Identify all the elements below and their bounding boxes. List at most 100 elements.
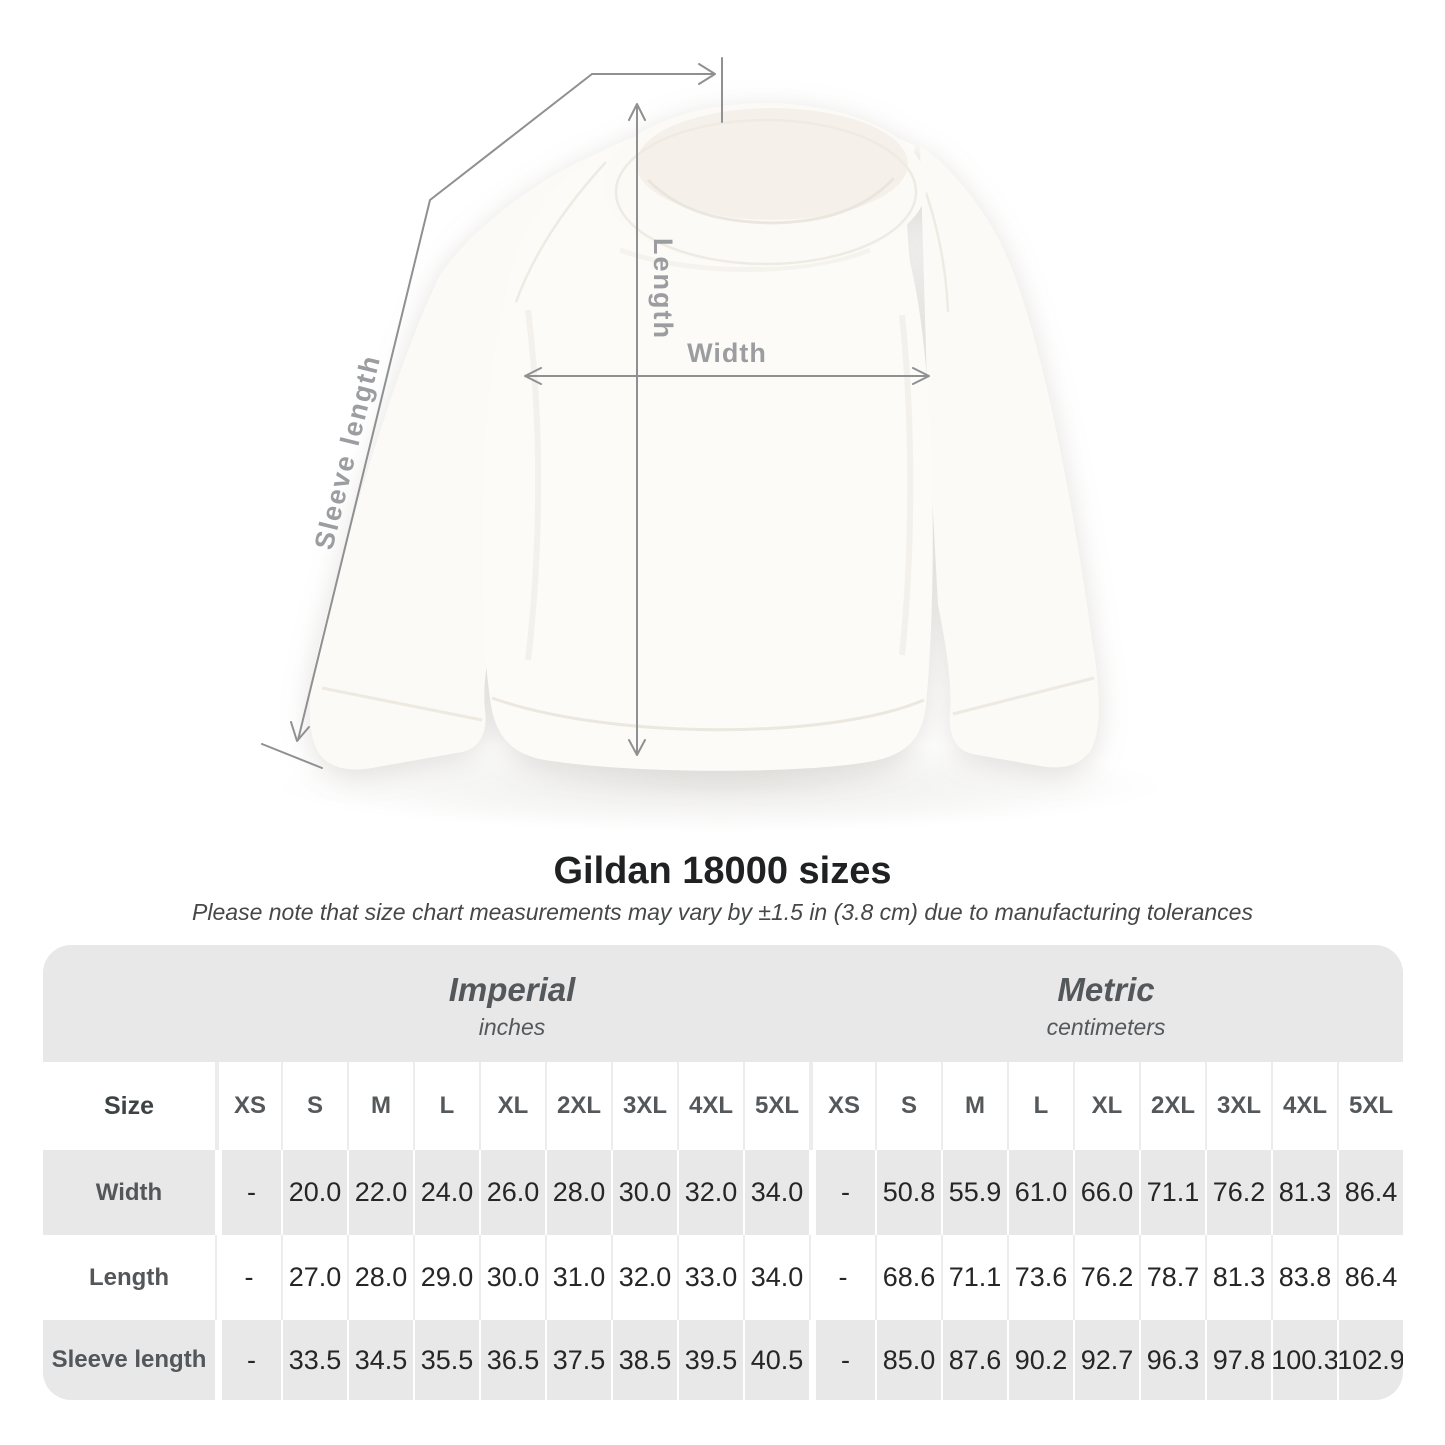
metric-section-title: Metric xyxy=(1057,970,1155,1008)
table-cell: 38.5 xyxy=(611,1320,677,1400)
table-cell: 40.5 xyxy=(743,1320,809,1400)
table-cell: 29.0 xyxy=(413,1235,479,1320)
table-cell: - xyxy=(215,1320,281,1400)
table-cell: 97.8 xyxy=(1205,1320,1271,1400)
sleeve-arrowhead xyxy=(290,721,310,742)
row-label: Sleeve length xyxy=(51,1346,207,1373)
metric-section-unit: centimeters xyxy=(1046,1013,1166,1040)
table-cell: 35.5 xyxy=(413,1320,479,1400)
table-cell: - xyxy=(215,1235,281,1320)
size-col-header: 5XL xyxy=(1337,1062,1403,1150)
table-cell: 26.0 xyxy=(479,1150,545,1235)
table-cell: 33.0 xyxy=(677,1235,743,1320)
width-measure-label: Width xyxy=(687,338,767,368)
length-up-arrowhead xyxy=(628,103,646,121)
size-header-row: Size XS S M L XL 2XL 3XL 4XL 5XL XS S M L XL 2XL 3XL 4XL… xyxy=(43,1062,1403,1150)
table-cell: 24.0 xyxy=(413,1150,479,1235)
table-cell: - xyxy=(809,1320,875,1400)
table-cell: - xyxy=(809,1150,875,1235)
table-cell: 28.0 xyxy=(545,1150,611,1235)
size-col-header: S xyxy=(875,1062,941,1150)
table-cell: 30.0 xyxy=(479,1235,545,1320)
size-col-header: 4XL xyxy=(677,1062,743,1150)
tolerance-note: Please note that size chart measurements… xyxy=(192,899,1253,925)
table-cell: 90.2 xyxy=(1007,1320,1073,1400)
table-cell: 22.0 xyxy=(347,1150,413,1235)
table-cell: 100.3 xyxy=(1271,1320,1339,1400)
cuff-end-tick xyxy=(261,743,323,769)
table-cell: 81.3 xyxy=(1271,1150,1337,1235)
size-col-header: 4XL xyxy=(1271,1062,1337,1150)
measurement-lines xyxy=(261,57,930,769)
size-col-header: 3XL xyxy=(611,1062,677,1150)
size-col-header: 2XL xyxy=(545,1062,611,1150)
table-cell: 102.9 xyxy=(1337,1320,1403,1400)
table-cell: 27.0 xyxy=(281,1235,347,1320)
size-column-header: Size xyxy=(103,1091,155,1120)
table-cell: 71.1 xyxy=(1139,1150,1205,1235)
table-cell: 81.3 xyxy=(1205,1235,1271,1320)
size-col-header: S xyxy=(281,1062,347,1150)
table-cell: 66.0 xyxy=(1073,1150,1139,1235)
right-arrowhead xyxy=(698,63,716,85)
table-cell: 31.0 xyxy=(545,1235,611,1320)
table-cell: 61.0 xyxy=(1007,1150,1073,1235)
table-header-band: Imperial inches Metric centimeters xyxy=(43,945,1403,1062)
size-col-header: L xyxy=(413,1062,479,1150)
product-photo: Length Width Sleeve length xyxy=(261,57,1165,832)
size-col-header: M xyxy=(941,1062,1007,1150)
imperial-section-header: Imperial inches xyxy=(215,945,809,1062)
size-col-header: M xyxy=(347,1062,413,1150)
table-cell: 92.7 xyxy=(1073,1320,1139,1400)
sweatshirt-graphic xyxy=(309,103,1099,771)
table-cell: - xyxy=(809,1235,875,1320)
table-cell: 33.5 xyxy=(281,1320,347,1400)
length-measure-label: Length xyxy=(648,238,678,340)
table-cell: 78.7 xyxy=(1139,1235,1205,1320)
sleeve-length-line xyxy=(297,73,593,741)
table-cell: 32.0 xyxy=(611,1235,677,1320)
table-cell: 55.9 xyxy=(941,1150,1007,1235)
table-cell: 87.6 xyxy=(941,1320,1007,1400)
size-col-header: XS xyxy=(809,1062,875,1150)
table-cell: 85.0 xyxy=(875,1320,941,1400)
metric-section-header: Metric centimeters xyxy=(809,945,1403,1062)
table-cell: 71.1 xyxy=(941,1235,1007,1320)
size-col-header: XS xyxy=(215,1062,281,1150)
size-chart-table: Imperial inches Metric centimeters Size … xyxy=(43,945,1403,1400)
width-right-arrowhead xyxy=(912,367,930,385)
imperial-section-unit: inches xyxy=(478,1013,546,1040)
table-cell: 20.0 xyxy=(281,1150,347,1235)
table-cell: 39.5 xyxy=(677,1320,743,1400)
table-cell: 76.2 xyxy=(1205,1150,1271,1235)
table-cell: 37.5 xyxy=(545,1320,611,1400)
table-cell: 86.4 xyxy=(1337,1235,1403,1320)
table-cell: 68.6 xyxy=(875,1235,941,1320)
size-col-header: 3XL xyxy=(1205,1062,1271,1150)
table-cell: 34.0 xyxy=(743,1150,809,1235)
ground-shadow xyxy=(275,740,1165,832)
table-cell: 83.8 xyxy=(1271,1235,1337,1320)
page-title: Gildan 18000 sizes xyxy=(553,850,892,892)
row-label: Length xyxy=(89,1263,169,1291)
table-cell: - xyxy=(215,1150,281,1235)
width-left-arrowhead xyxy=(524,367,542,385)
table-cell: 34.5 xyxy=(347,1320,413,1400)
length-down-arrowhead xyxy=(628,739,646,756)
imperial-section-title: Imperial xyxy=(448,970,576,1008)
size-col-header: 5XL xyxy=(743,1062,809,1150)
table-cell: 28.0 xyxy=(347,1235,413,1320)
table-cell: 76.2 xyxy=(1073,1235,1139,1320)
table-cell: 96.3 xyxy=(1139,1320,1205,1400)
size-col-header: XL xyxy=(1073,1062,1139,1150)
size-col-header: 2XL xyxy=(1139,1062,1205,1150)
table-row-length: Length -27.0 28.0 29.0 30.0 31.0 32.0 33.0 34.0-… xyxy=(43,1235,1403,1320)
table-row-width: Width -20.0 22.0 24.0 26.0 28.0 30.0 32.0 34.0-5… xyxy=(43,1150,1403,1235)
table-cell: 36.5 xyxy=(479,1320,545,1400)
size-col-header: L xyxy=(1007,1062,1073,1150)
sweatshirt-image xyxy=(261,57,1165,832)
table-row-sleeve-length: Sleeve length -33.5 34.5 35.5 36.5 37.5 38.5 39… xyxy=(43,1320,1403,1400)
band-spacer xyxy=(43,945,215,1062)
table-cell: 86.4 xyxy=(1337,1150,1403,1235)
